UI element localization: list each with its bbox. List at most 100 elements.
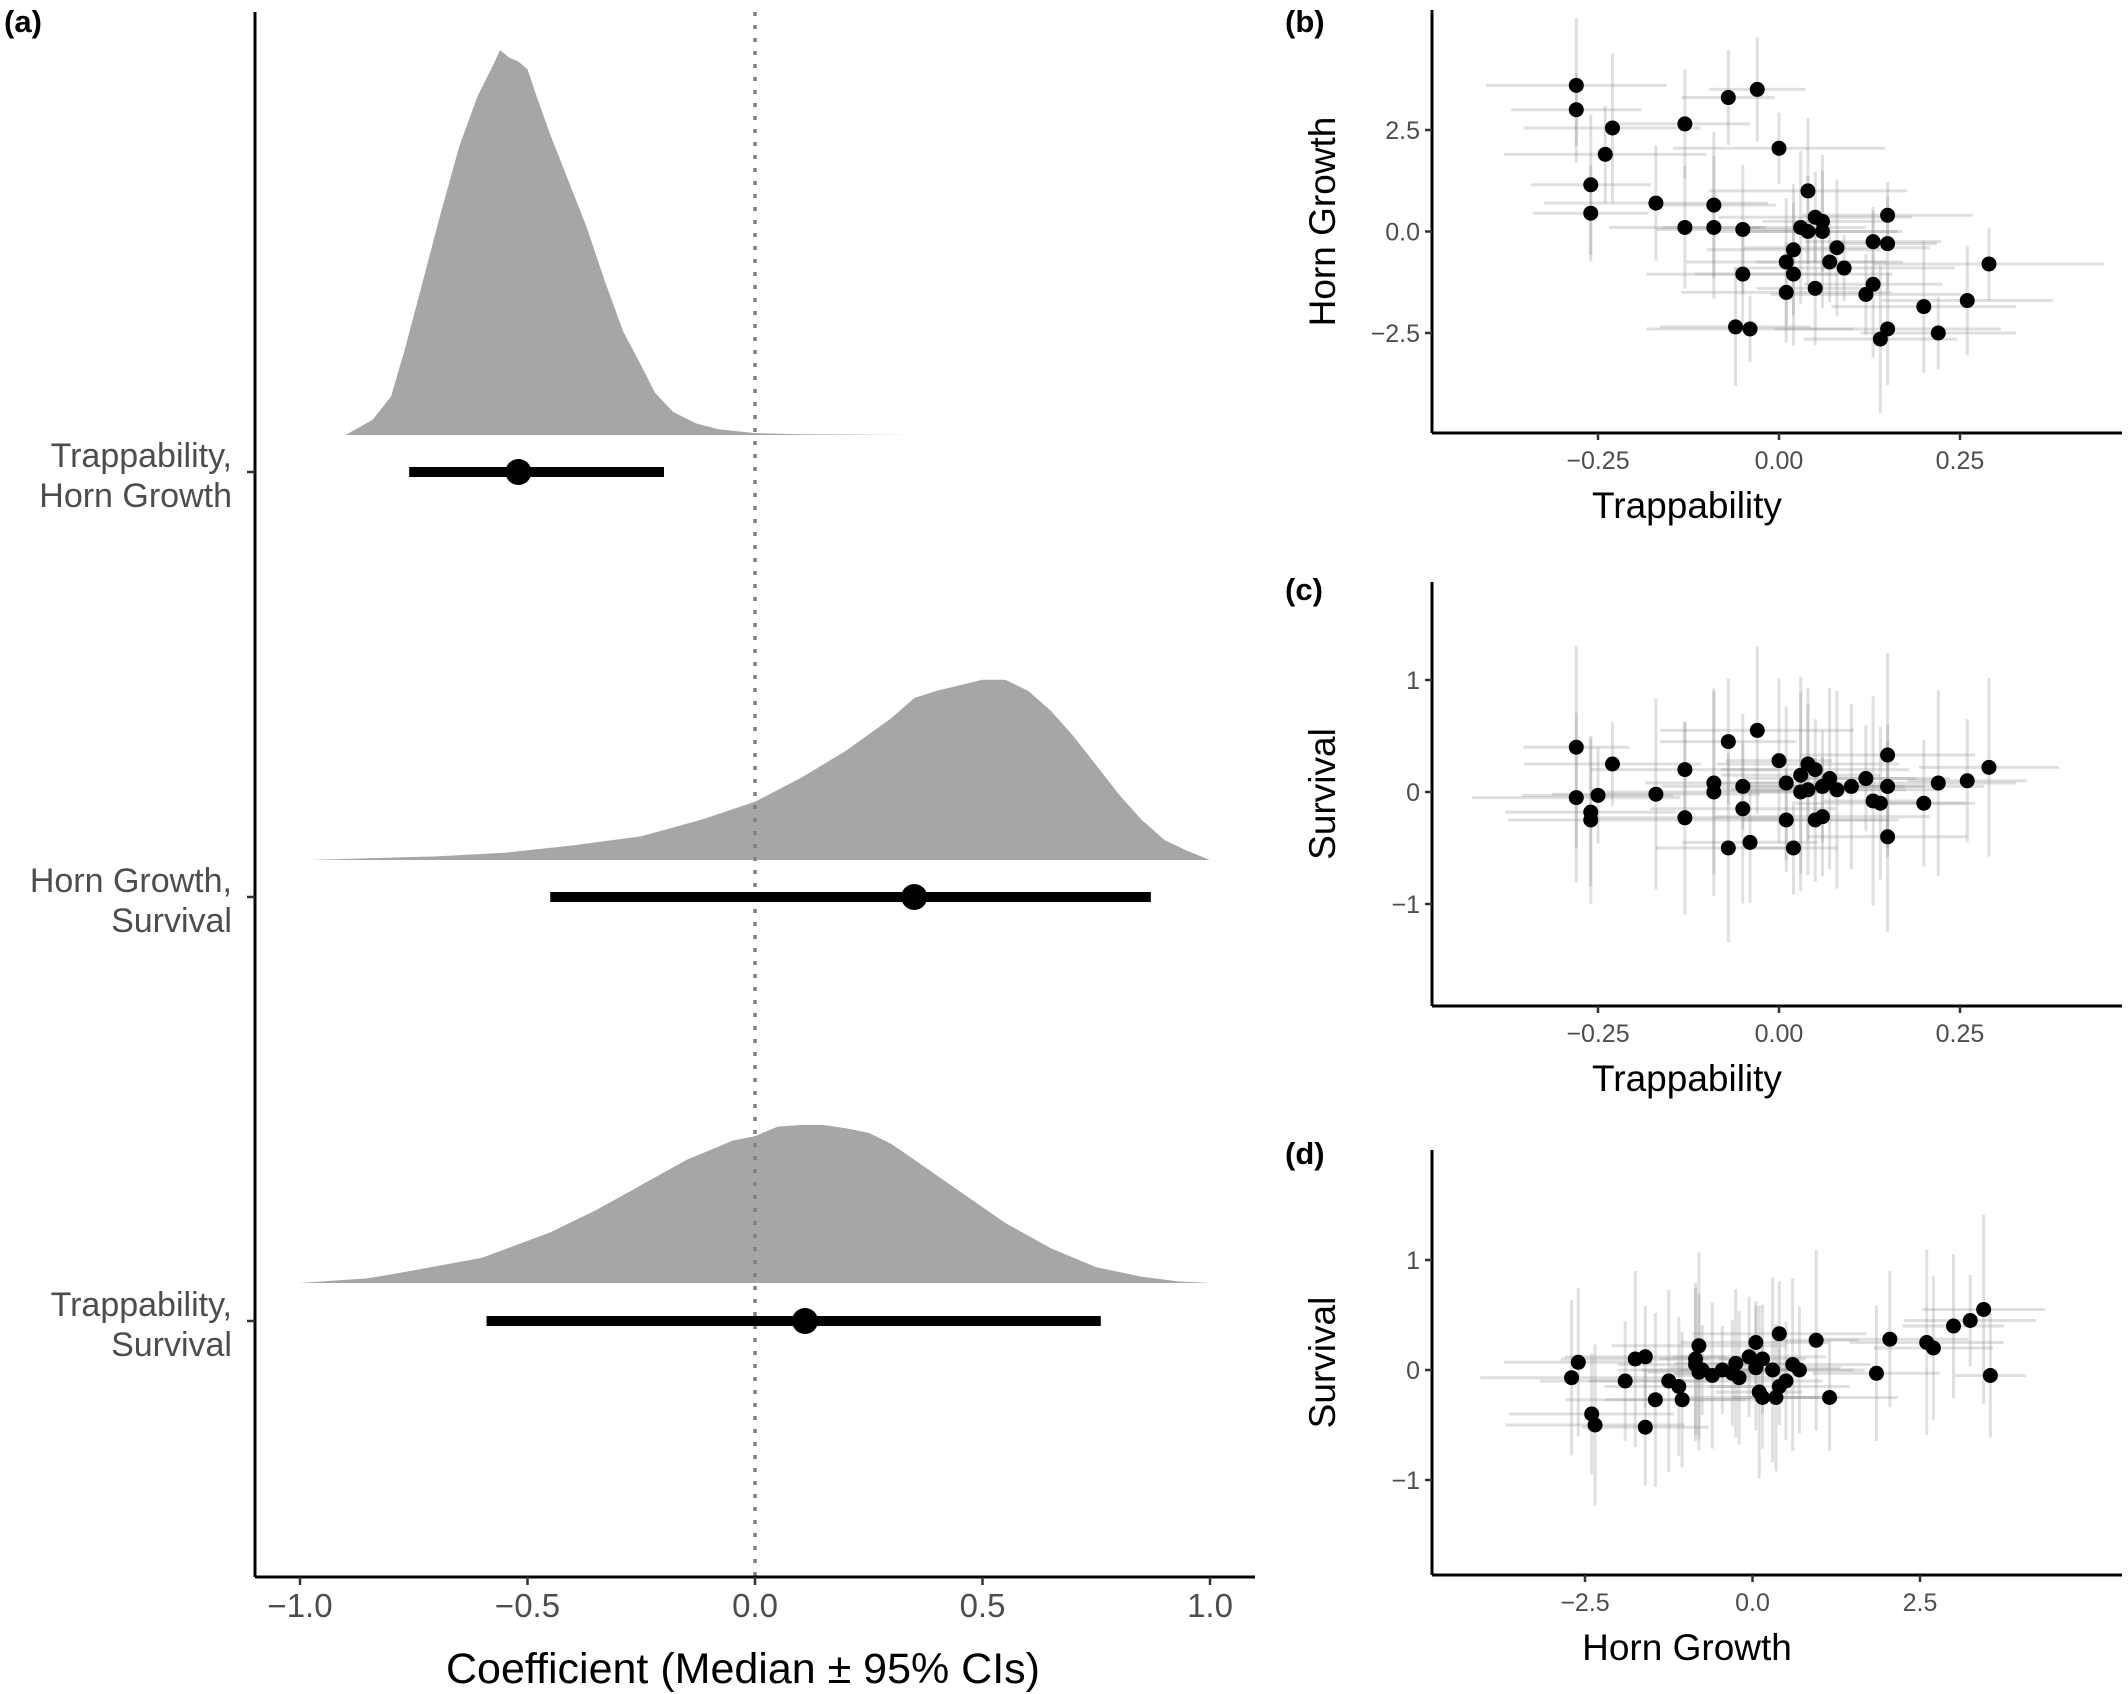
- data-point-42: [1962, 1313, 1978, 1328]
- data-point-20: [1728, 1355, 1744, 1371]
- data-point-10: [1706, 219, 1722, 235]
- data-point-28: [1765, 1362, 1781, 1378]
- data-point-10: [1706, 784, 1722, 800]
- data-point-29: [1822, 771, 1838, 787]
- data-point-33: [1865, 276, 1881, 292]
- data-point-22: [1793, 767, 1809, 783]
- data-point-44: [1982, 1368, 1998, 1383]
- x-axis-title: Trappability: [1592, 1058, 1782, 1099]
- data-point-9: [1706, 197, 1722, 213]
- x-tick-label-0: −0.25: [1566, 1020, 1629, 1048]
- x-tick-label-0: −1.0: [267, 1587, 332, 1624]
- median-point-1: [901, 884, 928, 910]
- y-axis-title: Survival: [1302, 728, 1343, 860]
- y-tick-label-0: −1: [1391, 1467, 1420, 1495]
- data-point-20: [1785, 840, 1801, 856]
- error-bar-group: [1471, 645, 2059, 943]
- data-point-14: [1735, 266, 1751, 282]
- data-point-17: [1771, 140, 1787, 156]
- data-point-7: [1637, 1419, 1653, 1435]
- data-point-6: [1617, 1373, 1633, 1389]
- x-tick-label-1: −0.5: [495, 1587, 560, 1624]
- density-area-2: [300, 1125, 1210, 1283]
- y-tick-label-1: 0.0: [1385, 219, 1420, 247]
- data-point-41: [1981, 759, 1997, 775]
- y-tick-label-0-1: Horn Growth: [39, 477, 232, 515]
- data-point-42: [1981, 256, 1997, 272]
- data-point-15: [1742, 834, 1758, 850]
- data-point-28: [1814, 224, 1830, 239]
- data-point-22: [1741, 1349, 1757, 1365]
- y-tick-label-1-1: Survival: [111, 902, 232, 940]
- y-axis-title: Horn Growth: [1302, 117, 1343, 327]
- y-tick-label-0: −1: [1391, 891, 1420, 919]
- y-tick-label-2: 1: [1406, 1247, 1420, 1275]
- y-tick-label-1: 0: [1406, 1357, 1420, 1385]
- data-point-5: [1604, 120, 1620, 136]
- data-point-29: [1822, 254, 1838, 270]
- panel-c-scatter-chart: (c) −1 0 1 −0.25 0.00 0.25 Trappability Survival: [1285, 572, 2122, 1099]
- error-bar-group: [1485, 18, 2104, 414]
- panel-label-b: (b): [1285, 4, 1325, 39]
- data-point-31: [1836, 260, 1852, 276]
- data-point-19: [1778, 284, 1794, 300]
- data-point-1: [1568, 790, 1584, 806]
- data-point-7: [1677, 116, 1693, 132]
- x-tick-label-2: 2.5: [1903, 1589, 1938, 1617]
- data-point-13: [1735, 778, 1751, 794]
- data-point-35: [1808, 1332, 1824, 1348]
- density-area-0: [345, 50, 915, 435]
- data-point-15: [1691, 1338, 1707, 1354]
- data-point-1: [1568, 102, 1584, 118]
- data-point-15: [1742, 321, 1758, 337]
- data-point-1: [1564, 1370, 1580, 1386]
- data-point-11: [1720, 734, 1736, 750]
- data-point-27: [1755, 1390, 1771, 1405]
- density-area-1: [309, 679, 1211, 860]
- data-point-11: [1720, 90, 1736, 106]
- data-point-26: [1755, 1351, 1771, 1367]
- x-axis-title: Trappability: [1592, 485, 1782, 526]
- x-tick-label-2: 0.25: [1936, 1020, 1985, 1048]
- data-point-8: [1647, 1392, 1663, 1408]
- data-point-24: [1800, 224, 1816, 239]
- data-point-0: [1568, 77, 1584, 93]
- x-axis-title: Coefficient (Median ± 95% CIs): [446, 1645, 1040, 1693]
- data-point-8: [1677, 219, 1693, 235]
- y-tick-label-0-0: Trappability,: [51, 437, 232, 475]
- data-point-31: [1843, 778, 1859, 794]
- y-tick-label-2: 1: [1406, 667, 1420, 695]
- data-point-28: [1814, 809, 1830, 825]
- data-point-21: [1731, 1370, 1747, 1386]
- interval-group: [409, 459, 1151, 1334]
- data-point-7: [1677, 762, 1693, 778]
- data-point-36: [1880, 207, 1896, 223]
- x-tick-label-4: 1.0: [1187, 1587, 1233, 1624]
- data-point-0: [1570, 1354, 1586, 1370]
- data-point-38: [1880, 321, 1896, 337]
- data-point-32: [1858, 771, 1874, 787]
- y-tick-label-2: 2.5: [1385, 117, 1420, 145]
- data-point-40: [1959, 773, 1975, 789]
- y-tick-label-1: 0: [1406, 779, 1420, 807]
- data-point-30: [1829, 240, 1845, 256]
- data-point-4: [1590, 787, 1606, 803]
- data-point-13: [1735, 221, 1751, 237]
- data-point-41: [1946, 1318, 1961, 1334]
- data-point-10: [1674, 1392, 1690, 1408]
- data-point-40: [1930, 325, 1946, 341]
- median-point-2: [792, 1308, 819, 1334]
- data-point-37: [1880, 236, 1896, 252]
- x-tick-group: −1.0 −0.5 0.0 0.5 1.0: [267, 1577, 1233, 1624]
- data-point-23: [1800, 183, 1816, 199]
- data-point-19: [1778, 812, 1794, 828]
- data-point-23: [1748, 1335, 1764, 1350]
- panel-label-d: (d): [1285, 1136, 1325, 1171]
- data-point-36: [1880, 829, 1896, 845]
- panel-label-a: (a): [4, 4, 42, 39]
- data-point-6: [1648, 195, 1664, 211]
- data-point-2: [1583, 177, 1599, 193]
- data-point-18: [1778, 254, 1794, 270]
- y-axis-title: Survival: [1302, 1297, 1343, 1429]
